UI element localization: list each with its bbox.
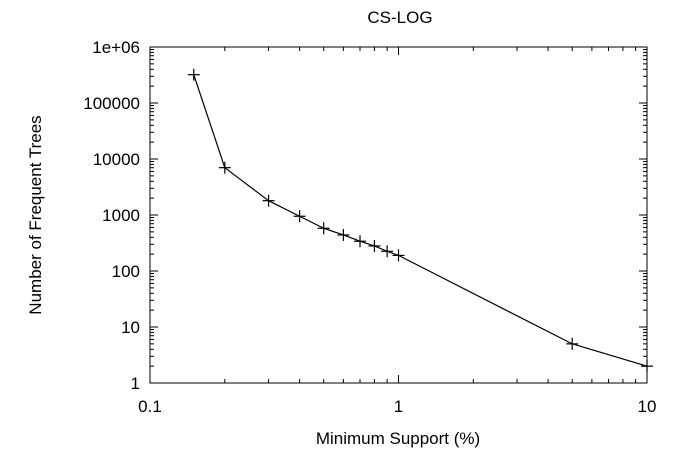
- tick-labels: 0.1 1 10 1 10 100 1000 10000 100000 1e+06: [83, 38, 656, 416]
- y-tick-label: 100: [112, 262, 140, 281]
- y-tick-label: 1000: [102, 206, 140, 225]
- data-point-marker: [641, 360, 653, 373]
- data-point-marker: [368, 239, 381, 252]
- chart-title: CS-LOG: [367, 8, 432, 27]
- data-point-marker: [187, 68, 200, 81]
- data-point-marker: [392, 249, 405, 262]
- x-axis-label: Minimum Support (%): [316, 429, 480, 448]
- x-tick-label: 1: [394, 397, 403, 416]
- y-tick-label: 10: [121, 318, 140, 337]
- data-point-marker: [337, 228, 350, 241]
- data-point-marker: [566, 337, 579, 350]
- axis-ticks: [149, 46, 648, 384]
- data-point-marker: [354, 235, 367, 248]
- y-axis-label: Number of Frequent Trees: [26, 115, 45, 314]
- y-tick-label: 1e+06: [92, 38, 140, 57]
- y-tick-label: 10000: [93, 150, 140, 169]
- series-layer: [187, 68, 653, 373]
- data-point-marker: [262, 194, 275, 207]
- x-tick-label: 10: [638, 397, 657, 416]
- y-tick-label: 100000: [83, 94, 140, 113]
- data-point-marker: [218, 161, 231, 174]
- data-point-marker: [381, 245, 394, 258]
- x-tick-label: 0.1: [138, 397, 162, 416]
- y-tick-label: 1: [131, 374, 140, 393]
- data-point-marker: [317, 222, 330, 235]
- series-line: [193, 74, 648, 367]
- data-point-marker: [293, 210, 306, 223]
